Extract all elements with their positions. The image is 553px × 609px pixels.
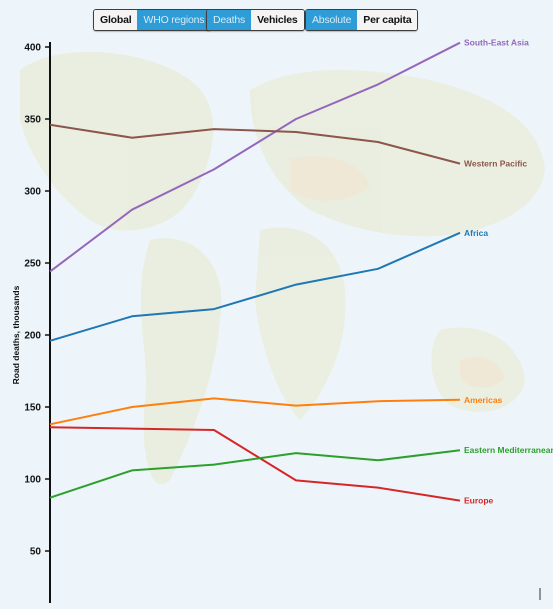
series-labels: South-East Asia Western Pacific Africa Amer…: [464, 38, 553, 506]
region-toggle[interactable]: Global WHO regions: [93, 9, 212, 31]
series-label-africa: Africa: [464, 228, 488, 238]
series-line-europe: [49, 426, 461, 502]
y-tick-label: 50: [30, 547, 42, 558]
who-regions-option[interactable]: WHO regions: [137, 10, 211, 30]
series-line-south-east-asia: [49, 41, 461, 273]
series-label-americas: Americas: [464, 395, 503, 405]
y-tick-label: 300: [24, 187, 41, 198]
toolbar: Global WHO regions Deaths Vehicles Absol…: [0, 9, 553, 33]
per-capita-option[interactable]: Per capita: [357, 10, 418, 30]
series-label-south-east-asia: South-East Asia: [464, 38, 529, 48]
scale-toggle[interactable]: Absolute Per capita: [305, 9, 419, 31]
series-line-western-pacific: [49, 123, 461, 165]
y-tick-label: 150: [24, 403, 41, 414]
metric-toggle[interactable]: Deaths Vehicles: [206, 9, 305, 31]
vehicles-option[interactable]: Vehicles: [251, 10, 304, 30]
y-axis-title: Road deaths, thousands: [11, 285, 21, 384]
global-option[interactable]: Global: [94, 10, 138, 30]
series-label-western-pacific: Western Pacific: [464, 159, 527, 169]
absolute-option[interactable]: Absolute: [306, 10, 358, 30]
series-lines: [49, 41, 461, 502]
y-tick-label: 100: [24, 475, 41, 486]
y-tick-label: 400: [24, 43, 41, 54]
series-line-africa: [49, 231, 461, 342]
y-tick-label: 350: [24, 115, 41, 126]
series-label-europe: Europe: [464, 496, 494, 506]
y-tick-label: 250: [24, 259, 41, 270]
series-line-americas: [49, 397, 461, 426]
series-label-eastern-mediterranean: Eastern Mediterranean: [464, 445, 553, 455]
y-axis: 50 100 150 200 250 300 350 400: [24, 42, 51, 603]
series-line-eastern-mediterranean: [49, 449, 461, 499]
y-tick-label: 200: [24, 331, 41, 342]
deaths-option[interactable]: Deaths: [207, 10, 252, 30]
